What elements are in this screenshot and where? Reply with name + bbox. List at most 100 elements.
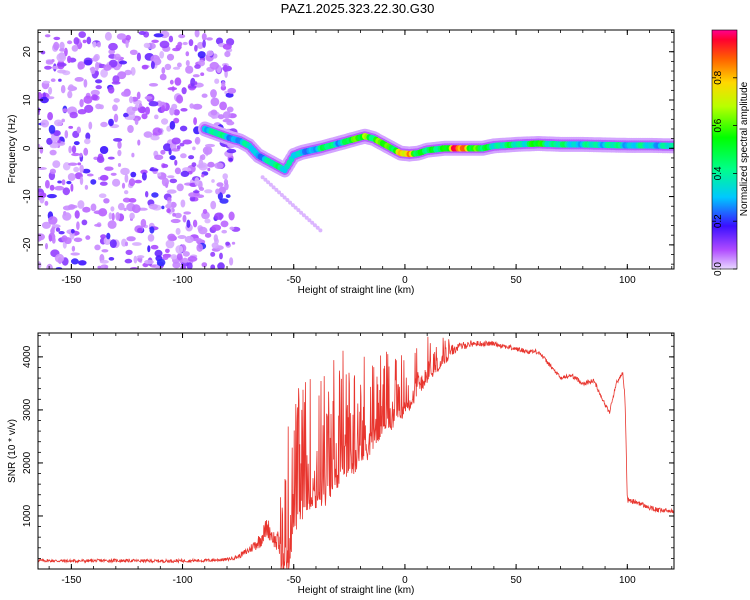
spectrogram-xtick-label: 0 bbox=[402, 275, 408, 286]
noise-blob bbox=[168, 35, 174, 43]
snr-xtick-label: 0 bbox=[402, 575, 408, 586]
noise-blob bbox=[196, 243, 203, 252]
noise-blob bbox=[213, 234, 218, 242]
snr-xlabel: Height of straight line (km) bbox=[298, 585, 415, 596]
colorbar-tick-label: 0.0 bbox=[713, 262, 724, 276]
noise-blob bbox=[108, 59, 118, 68]
noise-blob bbox=[219, 101, 228, 111]
noise-blob bbox=[100, 234, 107, 239]
noise-blob bbox=[58, 78, 62, 82]
noise-blob bbox=[185, 51, 190, 57]
noise-blob bbox=[59, 48, 66, 52]
noise-blob bbox=[169, 178, 178, 184]
faint-streak bbox=[315, 225, 320, 230]
noise-blob bbox=[169, 155, 176, 161]
noise-blob bbox=[102, 175, 109, 181]
noise-blob bbox=[222, 43, 232, 50]
noise-blob bbox=[202, 146, 213, 155]
noise-blob bbox=[46, 194, 57, 199]
noise-blob bbox=[44, 200, 49, 206]
noise-blob bbox=[186, 262, 193, 269]
faint-streak bbox=[290, 203, 295, 208]
faint-streak bbox=[293, 205, 298, 210]
noise-blob bbox=[113, 53, 121, 61]
snr-xtick-label: -50 bbox=[287, 575, 302, 586]
noise-blob bbox=[41, 221, 51, 229]
noise-blob bbox=[171, 103, 178, 110]
noise-blob bbox=[164, 63, 172, 71]
noise-blob bbox=[221, 81, 226, 88]
noise-blob bbox=[130, 66, 136, 76]
noise-blob bbox=[211, 224, 222, 231]
noise-blob bbox=[180, 108, 188, 112]
faint-streak bbox=[285, 198, 290, 202]
noise-blob bbox=[161, 67, 166, 74]
noise-blob bbox=[228, 211, 235, 221]
colorbar-tick-label: 0.4 bbox=[713, 166, 724, 180]
noise-blob bbox=[54, 185, 65, 191]
noise-blob bbox=[83, 79, 88, 88]
noise-blob bbox=[93, 55, 99, 62]
noise-blob bbox=[95, 85, 102, 90]
noise-blob bbox=[186, 219, 191, 228]
noise-blob bbox=[171, 137, 181, 145]
noise-blob bbox=[220, 220, 229, 228]
noise-blob bbox=[110, 172, 117, 176]
noise-blob bbox=[115, 212, 121, 221]
noise-blob bbox=[49, 168, 57, 175]
noise-blob bbox=[47, 112, 53, 121]
noise-blob bbox=[162, 163, 169, 168]
noise-blob bbox=[154, 114, 159, 120]
faint-streak bbox=[277, 190, 282, 195]
noise-blob bbox=[214, 162, 224, 169]
noise-blob bbox=[210, 200, 217, 210]
snr-ytick-label: 4000 bbox=[22, 345, 33, 368]
noise-blob bbox=[224, 51, 231, 58]
noise-blob bbox=[124, 190, 129, 195]
noise-blob bbox=[145, 191, 149, 198]
noise-blob bbox=[131, 152, 135, 158]
noise-blob bbox=[57, 69, 67, 74]
noise-blob bbox=[59, 41, 65, 50]
faint-streak bbox=[260, 175, 265, 180]
noise-blob bbox=[125, 34, 131, 41]
spectrogram-frame bbox=[37, 29, 675, 270]
spectrogram-xtick-label: -50 bbox=[287, 275, 302, 286]
noise-blob bbox=[226, 148, 237, 154]
noise-blob bbox=[174, 159, 178, 166]
noise-blob bbox=[161, 205, 165, 210]
snr-ylabel: SNR (10 * v/v) bbox=[7, 419, 18, 483]
noise-blob bbox=[79, 99, 84, 108]
noise-blob bbox=[107, 156, 115, 160]
noise-blob bbox=[86, 173, 94, 177]
noise-blob bbox=[110, 206, 115, 212]
noise-blob bbox=[83, 147, 89, 156]
noise-blob bbox=[219, 198, 229, 204]
faint-streak bbox=[299, 210, 304, 215]
snr-ytick-label: 2000 bbox=[22, 451, 33, 474]
noise-blob bbox=[141, 172, 147, 181]
noise-blob bbox=[157, 172, 162, 177]
noise-blob bbox=[223, 179, 229, 186]
noise-blob bbox=[71, 145, 77, 154]
noise-blob bbox=[68, 125, 74, 129]
noise-blob bbox=[202, 209, 208, 214]
noise-blob bbox=[48, 234, 53, 242]
noise-blob bbox=[77, 200, 85, 209]
faint-streak bbox=[318, 228, 323, 233]
noise-blob bbox=[71, 258, 79, 265]
noise-blob bbox=[70, 252, 80, 256]
noise-blob bbox=[51, 226, 56, 230]
faint-streak bbox=[307, 218, 312, 223]
noise-blob bbox=[201, 211, 210, 220]
noise-blob bbox=[121, 91, 131, 97]
noise-blob bbox=[144, 259, 154, 265]
noise-blob bbox=[210, 89, 217, 98]
noise-blob bbox=[178, 34, 186, 39]
noise-blob bbox=[85, 235, 91, 240]
noise-blob bbox=[228, 157, 233, 162]
noise-blob bbox=[60, 85, 66, 94]
noise-blob bbox=[141, 64, 149, 70]
noise-blob bbox=[227, 87, 237, 94]
